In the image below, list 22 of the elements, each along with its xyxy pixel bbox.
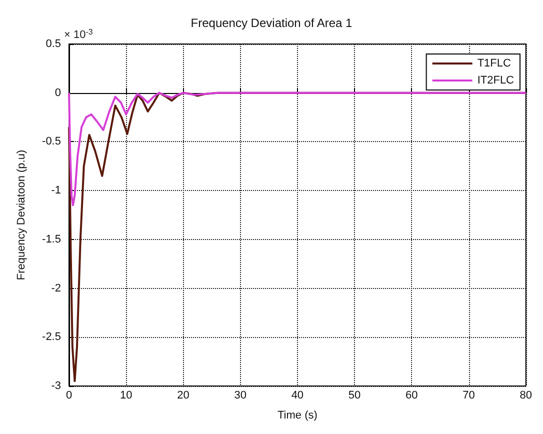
x-tick-label: 50 [348, 390, 361, 402]
chart-title: Frequency Deviation of Area 1 [190, 16, 353, 30]
y-tick-label: 0 [54, 86, 61, 99]
legend-label: IT2FLC [477, 74, 514, 86]
y-tick-label: -0.5 [42, 136, 61, 148]
y-tick-label: -2 [51, 282, 61, 294]
y-tick-label: -1 [51, 184, 61, 197]
legend-label: T1FLC [477, 58, 511, 70]
y-axis-title: Frequency Deviatoon (p.u) [16, 150, 28, 280]
x-tick-label: 0 [66, 390, 72, 402]
y-tick-label: -3 [51, 380, 61, 392]
x-tick-label: 10 [120, 390, 132, 402]
x-tick-label: 40 [291, 390, 304, 402]
y-tick-label: 0.5 [46, 38, 61, 50]
x-tick-label: 20 [177, 390, 190, 402]
y-tick-label: -1.5 [42, 233, 61, 246]
x-tick-label: 30 [234, 390, 246, 402]
x-axis-title: Time (s) [277, 410, 318, 422]
x-tick-label: 80 [520, 390, 532, 402]
x-tick-label: 60 [406, 390, 418, 402]
y-tick-label: -2.5 [42, 331, 61, 344]
x-tick-label: 70 [462, 390, 475, 402]
